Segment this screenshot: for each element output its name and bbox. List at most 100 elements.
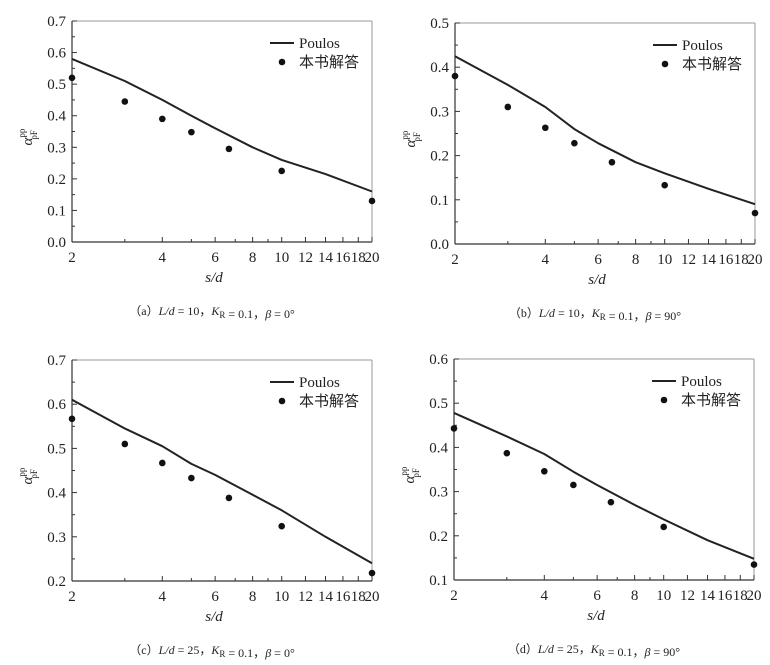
y-label-sup: pp	[17, 467, 27, 477]
caption-part: = 0.1，	[606, 309, 646, 323]
y-tick-label: 0.2	[47, 574, 66, 590]
y-tick-label: 0.0	[430, 237, 449, 253]
data-point	[503, 449, 511, 457]
y-axis-label: αpp pF	[17, 467, 39, 484]
data-point	[68, 415, 76, 423]
y-label-base: α	[20, 137, 36, 146]
caption-part: β	[644, 645, 651, 659]
y-axis-label: αpp pF	[400, 130, 422, 147]
caption-part: K	[590, 642, 600, 656]
x-tick-label: 12	[298, 250, 313, 266]
x-tick-label: 8	[632, 252, 640, 268]
y-tick-label: 0.2	[47, 172, 66, 188]
data-point	[504, 103, 512, 111]
y-tick-label: 0.2	[430, 149, 449, 165]
data-point	[541, 467, 548, 475]
legend-dot-swatch	[660, 396, 668, 404]
caption-part: = 0°	[271, 646, 295, 660]
caption-part: （c）	[129, 643, 158, 657]
legend-label-solution: 本书解答	[299, 53, 359, 71]
x-tick-label: 14	[701, 252, 717, 268]
data-point	[661, 181, 668, 189]
y-label-sub: pF	[29, 130, 39, 140]
y-label-base: α	[403, 139, 419, 148]
y-tick-label: 0.4	[47, 486, 66, 502]
x-tick-label: 18	[351, 589, 366, 605]
x-tick-label: 2	[68, 250, 76, 266]
data-point	[368, 197, 376, 205]
x-tick-label: 4	[541, 588, 549, 604]
y-tick-label: 0.4	[47, 109, 66, 125]
data-point	[750, 561, 758, 568]
y-tick-label: 0.0	[47, 235, 66, 251]
y-label-base: α	[402, 475, 418, 484]
x-axis-label: s/d	[205, 609, 223, 625]
y-axis-label: αpp pF	[17, 128, 39, 145]
y-tick-label: 0.1	[430, 193, 449, 209]
x-tick-label: 2	[451, 252, 459, 268]
caption-part: K	[210, 304, 220, 318]
caption-part: = 90°	[651, 645, 681, 659]
y-tick-label: 0.5	[47, 77, 66, 93]
x-tick-label: 16	[335, 589, 351, 605]
chart-caption: （b）L/d = 10，KR = 0.1，β = 90°	[509, 306, 681, 323]
x-tick-label: 16	[717, 588, 733, 604]
caption-part: = 0°	[271, 307, 295, 321]
x-tick-label: 6	[211, 250, 219, 266]
x-tick-label: 18	[734, 252, 749, 268]
data-point	[607, 498, 615, 506]
x-tick-label: 8	[249, 589, 257, 605]
x-tick-label: 2	[450, 588, 458, 604]
x-tick-label: 8	[249, 250, 257, 266]
caption-part: R	[599, 648, 605, 658]
legend-label-solution: 本书解答	[682, 55, 742, 73]
legend-label-poulos: Poulos	[681, 374, 722, 390]
y-tick-label: 0.5	[47, 441, 66, 457]
caption-part: = 0.1，	[605, 645, 645, 659]
y-label-sub: pF	[29, 469, 39, 479]
y-tick-label: 0.1	[429, 573, 448, 589]
legend-label-solution: 本书解答	[299, 392, 359, 410]
y-tick-label: 0.2	[429, 529, 448, 545]
y-label-sup: pp	[400, 130, 410, 140]
data-point	[225, 145, 233, 153]
x-tick-label: 20	[748, 252, 763, 268]
y-label-sub: pF	[411, 468, 421, 478]
chart-caption: （a）L/d = 10，KR = 0.1，β = 0°	[129, 304, 295, 321]
y-tick-label: 0.6	[429, 352, 448, 368]
legend-label-poulos: Poulos	[299, 375, 340, 391]
legend-label-poulos: Poulos	[299, 36, 340, 52]
data-point	[278, 167, 285, 175]
y-label-sup: pp	[399, 466, 409, 476]
caption-part: = 25，	[175, 643, 212, 657]
caption-part: L/d	[537, 642, 555, 656]
data-point	[751, 209, 759, 217]
y-tick-label: 0.3	[47, 530, 66, 546]
series-line-poulos	[453, 411, 755, 560]
data-point	[121, 98, 129, 105]
y-tick-label: 0.6	[47, 397, 66, 413]
caption-part: （a）	[129, 304, 158, 318]
y-tick-label: 0.7	[47, 14, 66, 30]
legend-dot-swatch	[278, 397, 286, 405]
data-point	[368, 569, 376, 577]
y-tick-label: 0.5	[429, 396, 448, 412]
caption-part: β	[264, 307, 271, 321]
x-tick-label: 6	[211, 589, 219, 605]
data-point	[570, 481, 577, 489]
x-tick-label: 4	[542, 252, 550, 268]
y-tick-label: 0.3	[429, 485, 448, 501]
data-point	[278, 522, 285, 530]
data-point	[159, 459, 166, 467]
caption-part: β	[264, 646, 271, 660]
y-tick-label: 0.3	[430, 104, 449, 120]
x-tick-label: 14	[318, 250, 334, 266]
caption-part: K	[210, 643, 220, 657]
caption-part: = 90°	[652, 309, 682, 323]
